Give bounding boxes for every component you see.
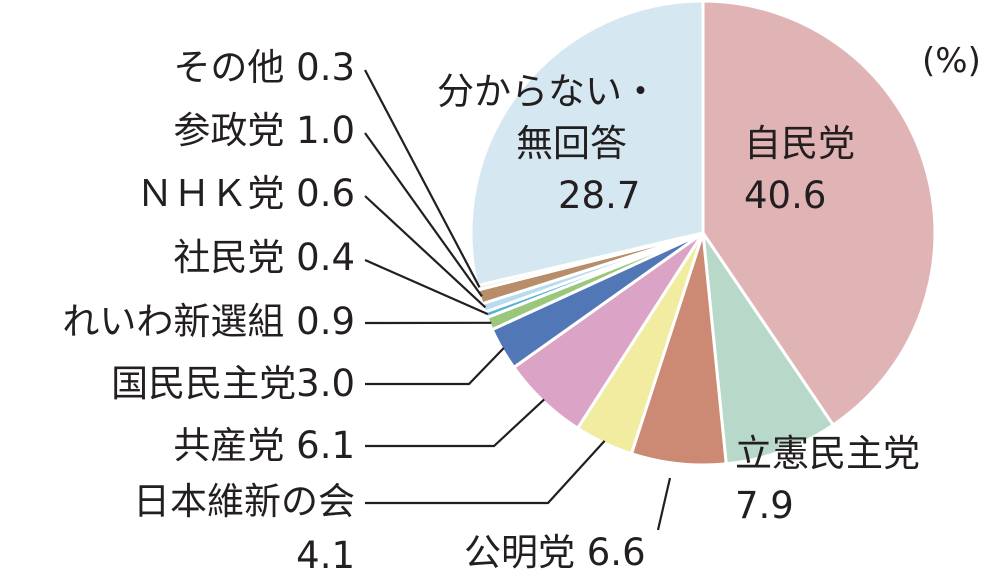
label-ishin-value: 4.1 [296,534,355,577]
label-others: その他 0.3 [173,46,355,89]
label-ishin-name: 日本維新の会 [133,480,355,523]
unit-label: (%) [922,41,981,81]
label-unknown-line2: 無回答 [516,122,627,165]
label-ldp-name: 自民党 [744,122,855,165]
leader-line-sanseito [364,132,483,298]
label-ldp-value: 40.6 [744,174,826,217]
slice-cdp [701,232,836,466]
leader-lines [364,69,672,531]
label-cdp-name: 立憲民主党 [735,432,920,475]
leader-line-jcp [365,398,545,448]
label-reiwa: れいわ新選組 0.9 [62,300,355,343]
label-unknown-line1: 分からない・ [437,70,659,113]
leader-line-ishin [365,440,606,505]
label-komeito: 公明党 6.6 [464,531,646,574]
label-jcp: 共産党 6.1 [173,424,355,467]
leader-line-sdp [364,258,489,316]
label-sdp: 社民党 0.4 [173,236,355,279]
leader-line-komeito [656,477,672,531]
label-sanseito: 参政党 1.0 [173,109,355,152]
label-dpfp: 国民民主党3.0 [111,362,355,405]
leader-line-dpfp [365,347,505,386]
leader-line-nhk [364,195,487,309]
label-cdp-value: 7.9 [735,484,794,527]
label-nhk: ＮＨＫ党 0.6 [136,172,355,215]
slice-ldp [701,0,937,428]
label-unknown-value: 28.7 [558,174,640,217]
leader-line-others [364,69,481,288]
slice-unknown [469,0,705,288]
